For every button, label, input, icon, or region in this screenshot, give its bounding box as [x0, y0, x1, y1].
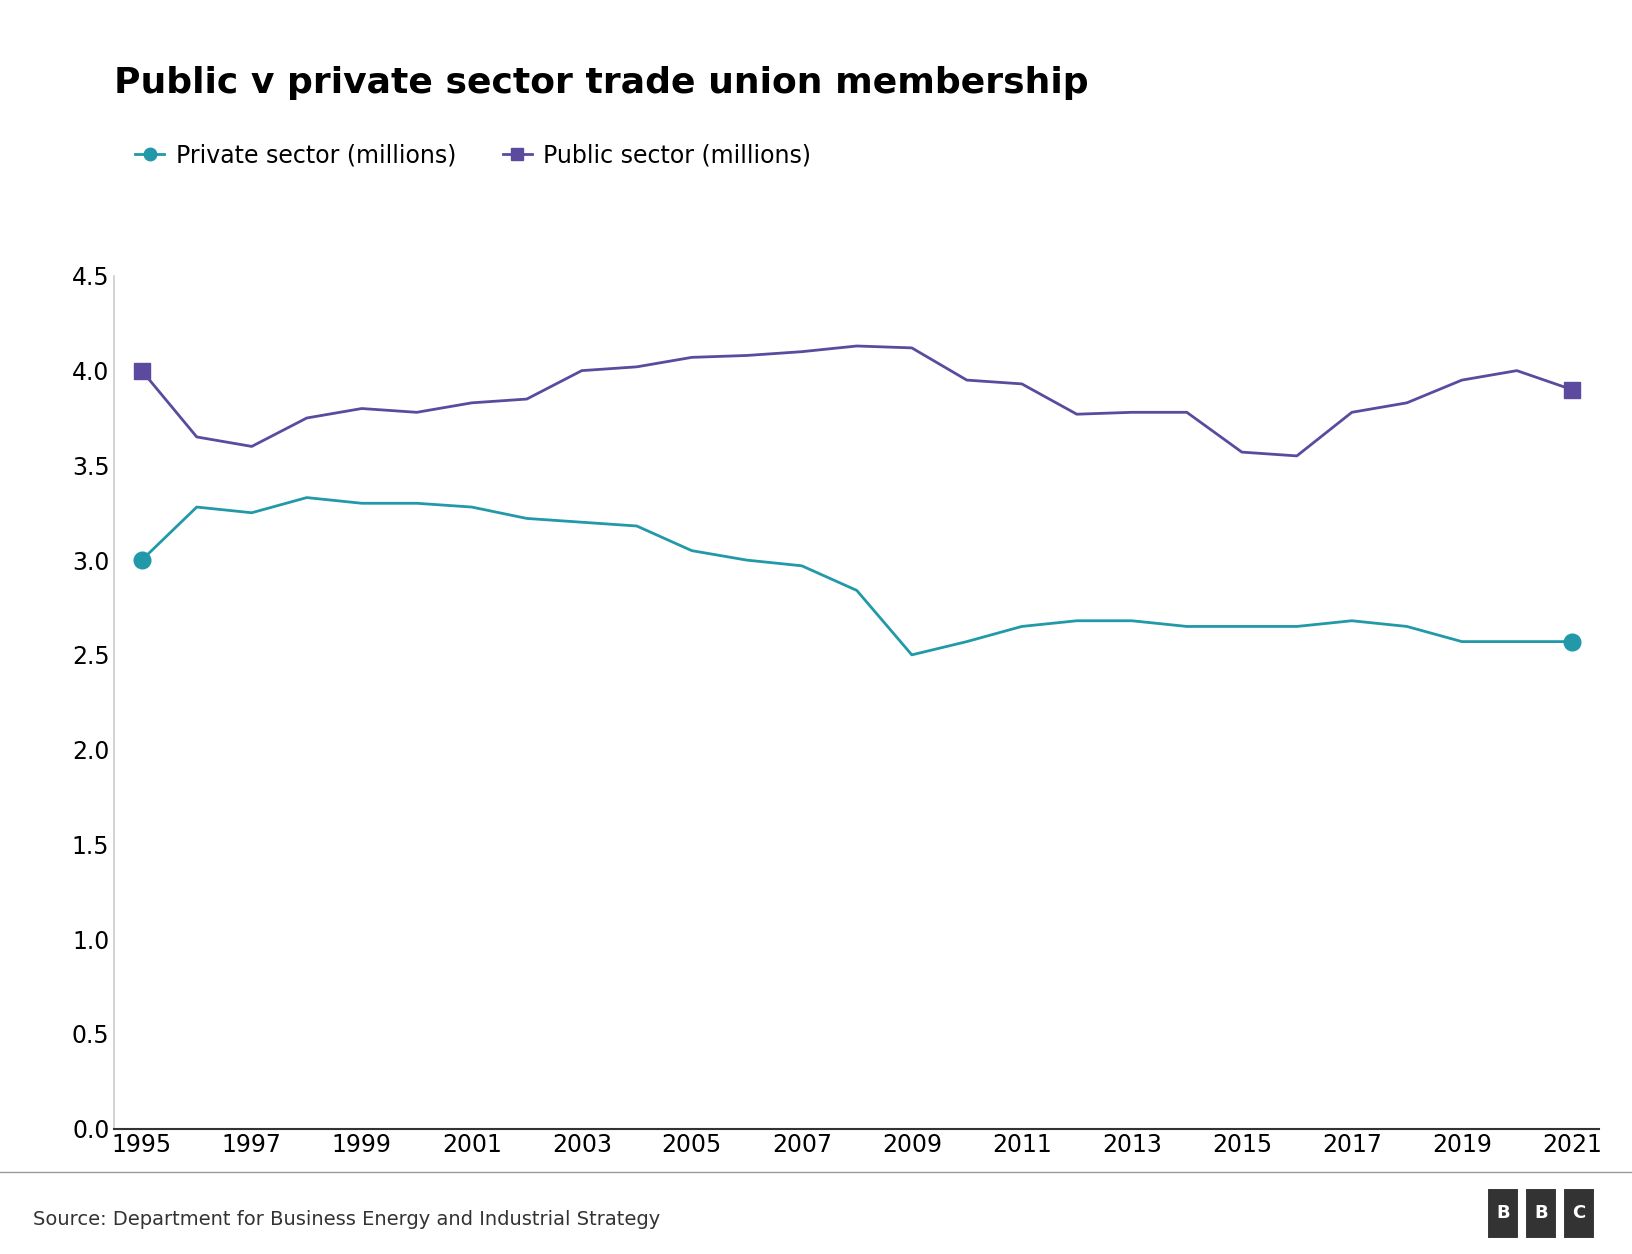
FancyBboxPatch shape	[1524, 1188, 1557, 1239]
FancyBboxPatch shape	[1487, 1188, 1519, 1239]
Text: Source: Department for Business Energy and Industrial Strategy: Source: Department for Business Energy a…	[33, 1210, 659, 1229]
Text: Public v private sector trade union membership: Public v private sector trade union memb…	[114, 66, 1089, 100]
Text: B: B	[1497, 1204, 1510, 1223]
FancyBboxPatch shape	[1563, 1188, 1594, 1239]
Legend: Private sector (millions), Public sector (millions): Private sector (millions), Public sector…	[126, 134, 821, 177]
Text: C: C	[1572, 1204, 1585, 1223]
Text: B: B	[1534, 1204, 1547, 1223]
